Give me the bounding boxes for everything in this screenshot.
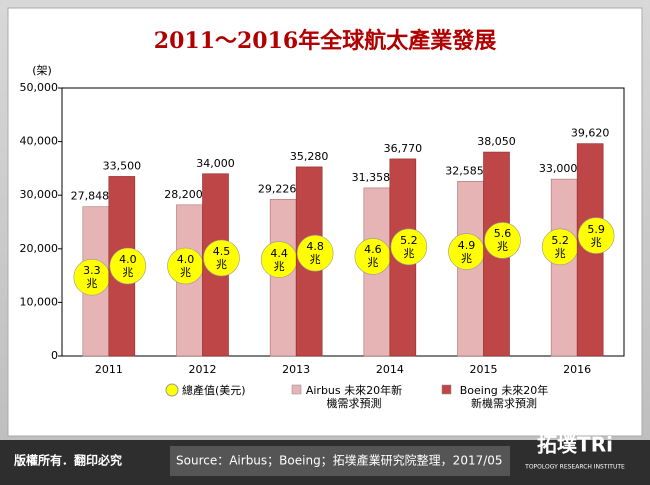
x-tick-label: 2016: [563, 363, 591, 376]
revenue-bubble: [484, 222, 521, 259]
x-tick-label: 2014: [376, 363, 404, 376]
y-tick-label: 50,000: [20, 81, 59, 94]
legend-swatch: [165, 383, 179, 397]
y-axis-label: (架): [32, 64, 52, 77]
legend-swatch: [441, 384, 452, 395]
value-label: 33,500: [103, 159, 142, 172]
value-label: 28,200: [164, 188, 203, 201]
value-label: 34,000: [196, 157, 235, 170]
legend-label: Airbus 未來20年新機需求預測: [305, 384, 403, 410]
footer-source-bg: [170, 446, 510, 476]
revenue-bubble: [577, 217, 615, 254]
value-label: 27,848: [71, 190, 110, 203]
value-label: 36,770: [384, 142, 423, 155]
revenue-bubble: [203, 239, 240, 277]
revenue-label: 4.0兆: [119, 253, 137, 279]
revenue-bubble: [109, 247, 147, 285]
value-label: 32,585: [445, 164, 484, 177]
value-label: 38,050: [477, 135, 516, 148]
revenue-bubble: [296, 234, 334, 272]
revenue-label: 3.3兆: [83, 264, 101, 291]
plot-area: [61, 87, 625, 357]
y-tick-label: 10,000: [20, 295, 59, 308]
x-tick-label: 2012: [189, 363, 217, 376]
value-label: 39,620: [571, 127, 610, 140]
y-tick-label: 0: [51, 349, 58, 362]
x-tick-label: 2013: [282, 363, 310, 376]
value-label: 33,000: [539, 162, 578, 175]
revenue-label: 4.8兆: [306, 240, 324, 267]
x-tick-label: 2011: [95, 363, 123, 376]
revenue-label: 5.6兆: [493, 227, 512, 254]
revenue-label: 4.5兆: [212, 245, 231, 271]
legend-swatch: [291, 384, 302, 395]
value-label: 31,358: [352, 171, 391, 184]
logo: 拓墣TRi: [537, 433, 613, 457]
copyright: 版權所有．翻印必究: [14, 453, 122, 468]
value-label: 35,280: [290, 150, 329, 163]
y-tick-label: 20,000: [20, 242, 59, 255]
revenue-label: 5.2兆: [400, 233, 418, 260]
revenue-label: 5.2兆: [551, 233, 569, 260]
legend-label: Boeing 未來20年新機需求預測: [459, 384, 549, 410]
revenue-label: 4.6兆: [364, 243, 382, 270]
value-label: 29,226: [258, 182, 297, 195]
legend-label: 總產值(美元): [182, 384, 246, 397]
source: Source：Airbus；Boeing；拓墣產業研究院整理，2017/05: [176, 453, 503, 468]
bar: [269, 199, 297, 357]
x-tick-label: 2015: [470, 363, 498, 376]
bar: [550, 178, 578, 357]
revenue-label: 5.9兆: [587, 222, 605, 249]
logo-subtitle: TOPOLOGY RESEARCH INSTITUTE: [524, 464, 625, 471]
revenue-label: 4.4兆: [270, 246, 288, 273]
y-tick-label: 40,000: [20, 135, 59, 148]
revenue-label: 4.0兆: [176, 253, 195, 279]
y-tick-label: 30,000: [20, 188, 59, 201]
chart-title: 2011～2016年全球航太產業發展: [154, 28, 496, 54]
revenue-label: 4.9兆: [457, 238, 476, 265]
revenue-bubble: [390, 228, 428, 266]
